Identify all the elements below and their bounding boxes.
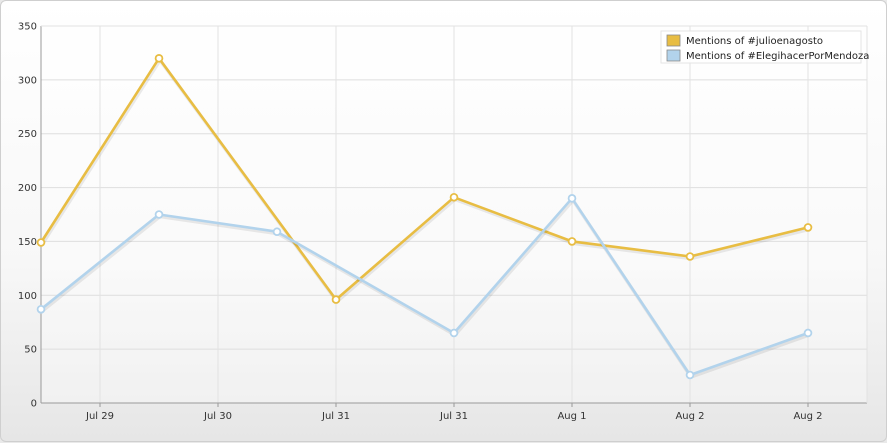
data-point[interactable] — [449, 328, 459, 338]
y-tick-label: 200 — [18, 183, 37, 194]
y-tick-label: 50 — [24, 345, 37, 356]
data-point[interactable] — [567, 237, 577, 246]
y-tick-label: 150 — [18, 237, 37, 248]
data-point[interactable] — [567, 194, 577, 203]
legend-label: Mentions of #julioenagosto — [686, 36, 823, 47]
data-point[interactable] — [803, 223, 813, 232]
data-point[interactable] — [36, 238, 46, 247]
legend: Mentions of #julioenagosto Mentions of #E… — [660, 30, 869, 64]
data-point[interactable] — [36, 304, 46, 314]
x-tick-label: Jul 30 — [203, 411, 232, 422]
data-point[interactable] — [154, 54, 164, 63]
series-lines — [36, 54, 813, 380]
y-tick-label: 0 — [31, 399, 37, 410]
x-tick-label: Jul 31 — [321, 411, 350, 422]
legend-label: Mentions of #ElegihacerPorMendoza — [686, 51, 869, 62]
x-tick-label: Aug 2 — [675, 411, 704, 422]
x-tick-label: Jul 31 — [439, 411, 468, 422]
legend-swatch — [666, 49, 681, 62]
y-tick-label: 100 — [18, 291, 37, 302]
data-point[interactable] — [331, 295, 341, 304]
y-tick-label: 250 — [18, 129, 37, 140]
legend-swatch — [666, 34, 681, 47]
x-tick-label: Jul 29 — [85, 411, 114, 422]
y-tick-label: 350 — [18, 22, 37, 33]
data-point[interactable] — [154, 210, 164, 219]
data-point[interactable] — [803, 328, 813, 338]
axes — [40, 25, 868, 404]
x-tick-label: Aug 2 — [793, 411, 822, 422]
data-point[interactable] — [272, 227, 282, 237]
data-point[interactable] — [685, 370, 695, 380]
y-tick-label: 300 — [18, 75, 37, 86]
data-point[interactable] — [449, 192, 459, 202]
legend-box — [660, 30, 862, 64]
y-axis-ticks: 0 50 100 150 200 250 300 350 — [18, 22, 37, 410]
x-tick-label: Aug 1 — [557, 411, 586, 422]
grid-lines — [41, 25, 867, 403]
data-point[interactable] — [685, 252, 695, 261]
